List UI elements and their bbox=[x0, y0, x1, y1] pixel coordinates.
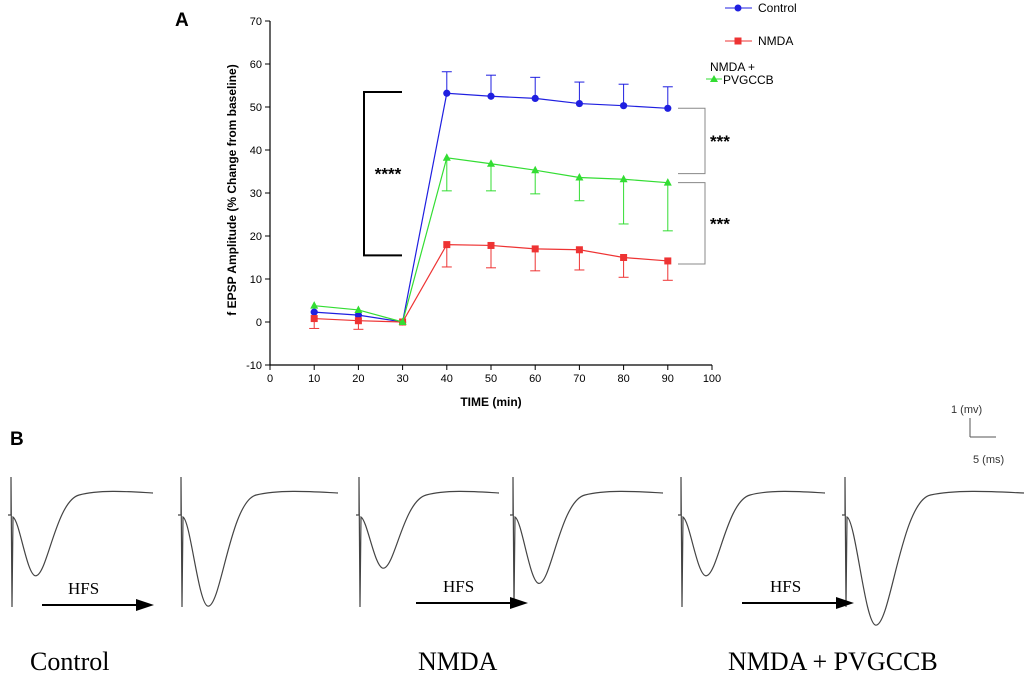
significance-bracket-2 bbox=[678, 182, 706, 265]
legend-label-pvgccb: PVGCCB bbox=[723, 73, 774, 87]
trace-path-0 bbox=[8, 476, 154, 608]
data-point-2-1 bbox=[354, 305, 363, 313]
y-tick-label-3: 20 bbox=[250, 231, 262, 243]
x-tick-label-2: 20 bbox=[352, 373, 364, 385]
x-tick-label-6: 60 bbox=[529, 373, 541, 385]
x-tick-label-0: 0 bbox=[267, 373, 273, 385]
x-axis-title: TIME (min) bbox=[460, 395, 521, 409]
legend-label-control: Control bbox=[758, 1, 797, 15]
chart-panel-a: -10 0 10 20 30 40 50 60 70 0 10 20 30 40 50 60 70 80 90 10… bbox=[225, 16, 730, 409]
x-tick-label-10: 100 bbox=[703, 373, 721, 385]
x-tick-label-7: 70 bbox=[573, 373, 585, 385]
data-point-1-5 bbox=[531, 245, 539, 253]
y-tick-label-0: -10 bbox=[246, 360, 262, 372]
data-point-1-3 bbox=[443, 241, 451, 249]
legend-entry-control: Control bbox=[725, 1, 797, 15]
data-point-0-3 bbox=[443, 89, 451, 97]
trace-1 bbox=[178, 476, 339, 608]
data-point-2-6 bbox=[575, 173, 584, 181]
legend-label-nmda: NMDA bbox=[758, 34, 793, 48]
significance-bracket-0 bbox=[363, 90, 402, 257]
scale-bar-vertical-label: 1 (mv) bbox=[951, 404, 982, 416]
hfs-arrow-1: HFS bbox=[42, 579, 154, 611]
x-tick-label-8: 80 bbox=[617, 373, 629, 385]
y-tick-label-5: 40 bbox=[250, 145, 262, 157]
panel-label-a: A bbox=[175, 10, 189, 31]
legend-entry-nmda-pvgccb: NMDA + PVGCCB bbox=[706, 60, 774, 87]
condition-label-nmda-pvgccb: NMDA + PVGCCB bbox=[728, 647, 938, 674]
series-2 bbox=[310, 153, 673, 325]
significance-label-1: *** bbox=[710, 132, 730, 151]
trace-path-4 bbox=[678, 476, 826, 608]
data-point-0-5 bbox=[531, 94, 539, 102]
data-point-1-7 bbox=[620, 254, 628, 261]
y-ticks: -10 0 10 20 30 40 50 60 70 bbox=[246, 16, 270, 372]
y-tick-label-1: 0 bbox=[256, 317, 262, 329]
data-point-1-4 bbox=[487, 241, 495, 249]
hfs-label-3: HFS bbox=[770, 577, 801, 596]
y-tick-label-2: 10 bbox=[250, 274, 262, 286]
trace-0 bbox=[8, 476, 154, 608]
series-layer bbox=[309, 71, 673, 330]
hfs-arrows: HFS HFS HFS bbox=[42, 577, 854, 611]
data-point-1-6 bbox=[575, 246, 583, 254]
trace-path-3 bbox=[510, 476, 664, 608]
data-point-0-4 bbox=[487, 92, 495, 100]
significance-label-0: **** bbox=[375, 165, 402, 184]
data-point-2-0 bbox=[310, 301, 319, 309]
data-point-1-1 bbox=[354, 317, 362, 325]
y-tick-label-4: 30 bbox=[250, 188, 262, 200]
legend: Control NMDA NMDA + PVGCCB bbox=[706, 1, 797, 87]
data-point-0-7 bbox=[620, 102, 628, 110]
scale-bar: 1 (mv) 5 (ms) bbox=[951, 404, 1004, 466]
trace-path-5 bbox=[842, 476, 1025, 626]
data-point-0-6 bbox=[575, 99, 584, 108]
data-point-2-5 bbox=[531, 165, 540, 174]
trace-3 bbox=[510, 476, 664, 608]
series-1 bbox=[309, 241, 673, 330]
significance-layer: ********** bbox=[363, 90, 730, 265]
hfs-arrow-2: HFS bbox=[416, 577, 528, 609]
panel-label-b: B bbox=[10, 429, 24, 450]
data-point-2-8 bbox=[663, 178, 672, 186]
data-point-0-0 bbox=[310, 308, 318, 316]
hfs-arrow-3: HFS bbox=[742, 577, 854, 609]
x-ticks: 0 10 20 30 40 50 60 70 80 90 100 bbox=[267, 365, 721, 385]
trace-2 bbox=[356, 476, 500, 608]
legend-entry-nmda: NMDA bbox=[725, 34, 793, 48]
series-0 bbox=[310, 71, 673, 326]
x-tick-label-9: 90 bbox=[662, 373, 674, 385]
data-point-1-0 bbox=[310, 315, 318, 323]
trace-5 bbox=[842, 476, 1025, 626]
x-tick-label-4: 40 bbox=[441, 373, 453, 385]
data-point-1-8 bbox=[664, 257, 672, 265]
y-tick-label-7: 60 bbox=[250, 59, 262, 71]
trace-path-2 bbox=[356, 476, 500, 608]
data-point-2-7 bbox=[619, 174, 628, 183]
y-axis-title: f EPSP Amplitude (% Change from baseline… bbox=[225, 64, 239, 315]
y-tick-label-8: 70 bbox=[250, 16, 262, 28]
legend-label-nmda-plus: NMDA + bbox=[710, 60, 755, 74]
traces-layer bbox=[8, 476, 1025, 626]
condition-label-control: Control bbox=[30, 647, 109, 674]
x-tick-label-5: 50 bbox=[485, 373, 497, 385]
y-tick-label-6: 50 bbox=[250, 102, 262, 114]
data-point-2-4 bbox=[487, 159, 495, 167]
data-point-0-8 bbox=[664, 104, 672, 112]
series-line-0 bbox=[314, 92, 668, 323]
significance-bracket-1 bbox=[678, 107, 706, 175]
x-tick-label-1: 10 bbox=[308, 373, 320, 385]
hfs-label-2: HFS bbox=[443, 577, 474, 596]
hfs-label-1: HFS bbox=[68, 579, 99, 598]
data-point-2-3 bbox=[442, 153, 451, 161]
scale-bar-horizontal-label: 5 (ms) bbox=[973, 454, 1004, 466]
significance-label-2: *** bbox=[710, 214, 730, 233]
x-tick-label-3: 30 bbox=[396, 373, 408, 385]
data-point-2-2 bbox=[398, 317, 407, 325]
condition-label-nmda: NMDA bbox=[418, 647, 498, 674]
data-point-0-1 bbox=[354, 311, 362, 319]
trace-path-1 bbox=[178, 476, 339, 608]
trace-4 bbox=[678, 476, 826, 608]
